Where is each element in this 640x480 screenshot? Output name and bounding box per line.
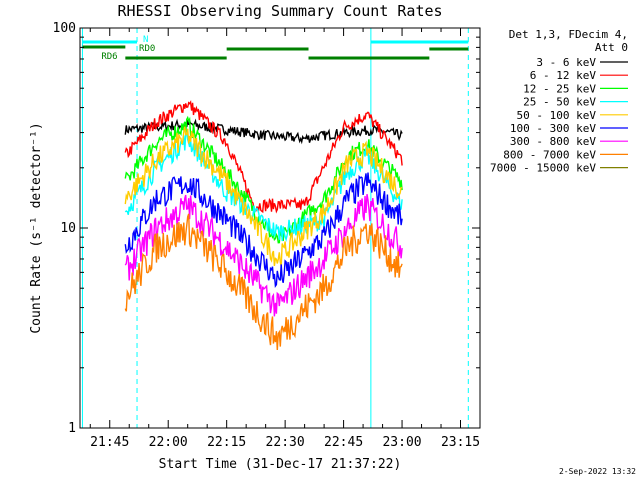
x-axis: 21:45 22:00 22:15 22:30 22:45 23:00 23:15 — [89, 28, 481, 450]
series-line-2 — [124, 115, 403, 244]
series-line-5 — [124, 172, 403, 288]
legend-label-4: 50 - 100 keV — [517, 109, 597, 122]
rd6-flag-label: RD6 — [101, 52, 117, 62]
legend-label-2: 12 - 25 keV — [523, 82, 596, 95]
x-tick-label: 22:00 — [149, 435, 188, 450]
x-tick-label: 22:15 — [207, 435, 246, 450]
y-tick-label: 1 — [68, 421, 76, 436]
legend-subtitle: Att 0 — [595, 41, 628, 54]
legend-title: Det 1,3, FDecim 4, — [509, 28, 628, 41]
legend-label-5: 100 - 300 keV — [510, 122, 596, 135]
legend-label-8: 7000 - 15000 keV — [490, 162, 596, 175]
series-line-1 — [124, 100, 403, 214]
x-tick-label: 21:45 — [90, 435, 129, 450]
legend-label-0: 3 - 6 keV — [536, 56, 596, 69]
legend-label-7: 800 - 7000 keV — [503, 148, 596, 161]
legend-label-1: 6 - 12 keV — [530, 69, 597, 82]
x-tick-label: 23:00 — [382, 435, 421, 450]
y-axis: 1 10 100 — [53, 21, 480, 436]
y-tick-label: 100 — [53, 21, 76, 36]
x-tick-label: 22:45 — [324, 435, 363, 450]
series-line-7 — [124, 213, 403, 351]
y-axis-label: Count Rate (s⁻¹ detector⁻¹) — [29, 122, 44, 333]
x-tick-label: 22:30 — [266, 435, 305, 450]
y-tick-label: 10 — [60, 221, 76, 236]
legend-label-3: 25 - 50 keV — [523, 96, 596, 109]
x-tick-label: 23:15 — [441, 435, 480, 450]
n-flag-label: N — [143, 35, 148, 45]
series-line-0 — [124, 118, 403, 145]
chart-title: RHESSI Observing Summary Count Rates — [117, 2, 442, 20]
x-axis-label: Start Time (31-Dec-17 21:37:22) — [159, 457, 402, 472]
timestamp: 2-Sep-2022 13:32 — [559, 467, 636, 476]
legend-label-6: 300 - 800 keV — [510, 135, 596, 148]
series-line-4 — [124, 126, 403, 267]
rd0-flag-label: RD0 — [139, 44, 155, 54]
series-line-6 — [124, 193, 403, 317]
